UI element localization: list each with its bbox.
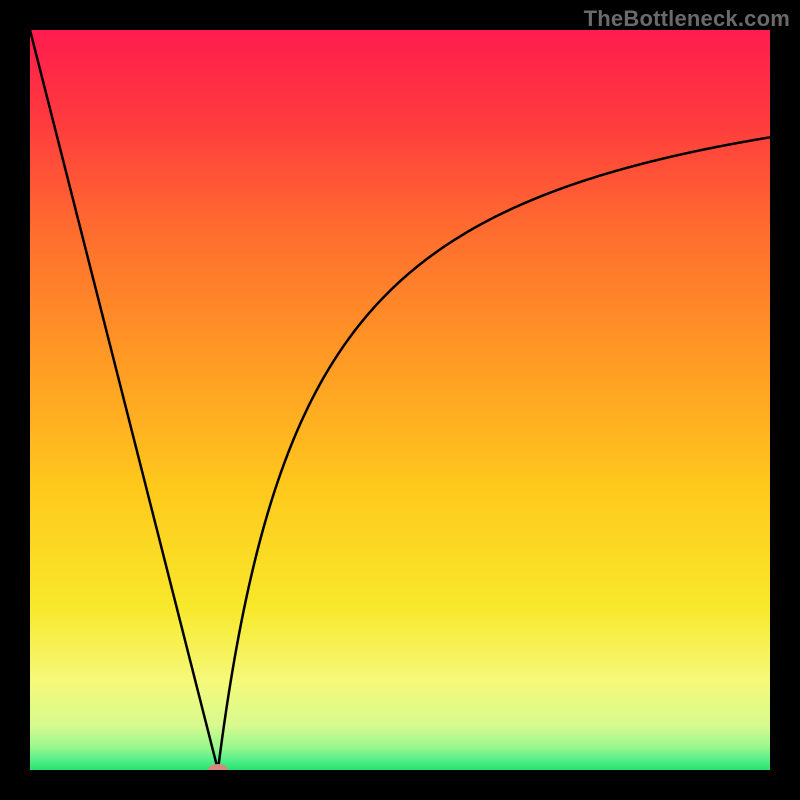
chart-container: { "watermark": { "text": "TheBottleneck.…	[0, 0, 800, 800]
gradient-background	[30, 30, 770, 770]
watermark-text: TheBottleneck.com	[584, 6, 790, 32]
bottleneck-chart	[0, 0, 800, 800]
